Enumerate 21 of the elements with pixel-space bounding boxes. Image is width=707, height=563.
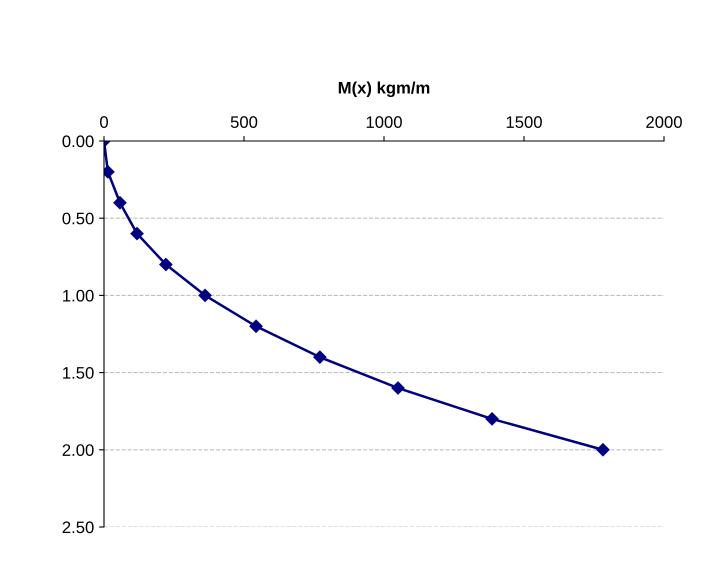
x-tick-label: 500 xyxy=(230,116,258,128)
point xyxy=(249,320,263,333)
point xyxy=(391,381,405,395)
point xyxy=(596,443,610,456)
y-tick-label: 1.50 xyxy=(63,367,94,379)
y-tick-label: 1.00 xyxy=(63,290,94,302)
y-tick-label: 2.50 xyxy=(62,521,94,534)
x-tick-label: 1000 xyxy=(366,116,402,128)
y-tick-label: 2.00 xyxy=(62,444,94,456)
point xyxy=(198,288,212,302)
y-tick-label: 0.50 xyxy=(62,212,94,224)
y-tick-label: 0.00 xyxy=(62,135,94,148)
point xyxy=(485,412,499,426)
x-tick-label: 2000 xyxy=(646,116,682,128)
x-tick-label: 1500 xyxy=(506,116,542,128)
point xyxy=(113,196,127,210)
x-tick-label: 0 xyxy=(100,116,108,128)
point xyxy=(159,258,172,272)
x-axis-title: M(x) kgm/m xyxy=(338,81,430,98)
point xyxy=(130,227,144,240)
point xyxy=(313,350,326,364)
